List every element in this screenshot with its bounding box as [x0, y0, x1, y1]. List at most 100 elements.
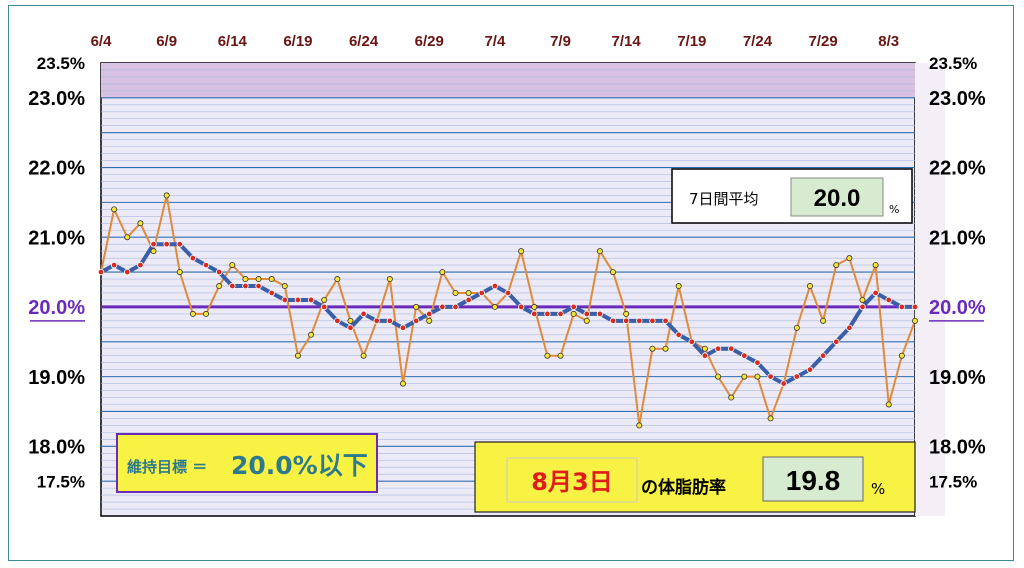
daily-point: [912, 317, 919, 324]
average-point: [583, 310, 590, 318]
average-point: [806, 366, 814, 373]
daily-point: [793, 324, 800, 331]
average-point: [360, 310, 367, 318]
today-unit: %: [871, 480, 885, 498]
average-point: [215, 268, 223, 276]
average-point: [557, 310, 564, 318]
average-point: [412, 317, 420, 325]
average-point: [347, 324, 354, 332]
average-point: [294, 296, 302, 304]
daily-point: [203, 310, 210, 317]
daily-point: [413, 303, 420, 310]
daily-point: [872, 262, 879, 269]
average-point: [229, 282, 236, 290]
average-point: [307, 296, 315, 304]
daily-point: [465, 289, 472, 296]
daily-point: [111, 206, 118, 213]
average-point: [110, 261, 118, 269]
daily-point: [518, 248, 525, 255]
daily-point: [898, 352, 905, 359]
daily-point: [596, 248, 603, 255]
daily-point: [833, 262, 840, 269]
goal-label: 維持目標 ＝: [127, 458, 207, 476]
daily-point: [426, 317, 433, 324]
average-point: [727, 345, 735, 352]
y-tick-label-left: 20.0%: [28, 297, 85, 319]
average-point: [97, 268, 105, 276]
average-point: [465, 296, 472, 304]
average-point: [124, 268, 131, 276]
average-point: [662, 317, 669, 325]
average-point: [898, 303, 906, 311]
daily-point: [255, 276, 262, 283]
average-point: [281, 296, 289, 304]
daily-point: [347, 317, 354, 324]
upper-band: [101, 63, 915, 98]
average-point: [504, 289, 512, 297]
y-tick-label-right: 18.0%: [929, 437, 986, 459]
average-point: [137, 261, 144, 269]
y-tick-label-right: 22.0%: [929, 158, 986, 180]
daily-point: [623, 310, 630, 317]
y-tick-label-right: 19.0%: [929, 367, 986, 389]
x-tick-label: 7/14: [612, 33, 642, 50]
y-tick-label-right: 21.0%: [929, 227, 986, 249]
average-point: [622, 317, 630, 325]
average-point: [767, 373, 774, 380]
daily-point: [767, 415, 774, 422]
average-point: [242, 282, 249, 290]
y-tick-label-left: 18.0%: [28, 437, 85, 459]
average-point: [570, 303, 577, 311]
average-point: [334, 317, 341, 325]
x-tick-label: 6/14: [218, 33, 248, 50]
chart-frame: 23.5% 23.5% 23.0% 23.0% 22.0% 22.0% 21.0% 21.0%…: [8, 5, 1014, 561]
y-tick-label-right: 23.5%: [929, 54, 977, 73]
average-point: [688, 338, 696, 345]
daily-point: [662, 345, 669, 352]
x-tick-label: 6/9: [156, 33, 177, 50]
x-tick-label: 7/24: [743, 33, 773, 50]
daily-point: [741, 373, 748, 380]
y-tick-label-left: 17.5%: [37, 472, 85, 491]
daily-point: [242, 276, 249, 283]
average-point: [596, 310, 604, 318]
daily-point: [321, 296, 328, 303]
x-tick-label: 6/19: [283, 33, 312, 50]
x-tick-label: 7/19: [677, 33, 706, 50]
average-point: [531, 310, 538, 318]
daily-point: [189, 310, 196, 317]
daily-point: [636, 422, 643, 429]
average-point: [793, 373, 801, 380]
daily-point: [715, 373, 722, 380]
daily-point: [216, 283, 223, 290]
daily-point: [544, 352, 551, 359]
daily-point: [570, 310, 577, 317]
average-point: [859, 303, 866, 311]
daily-point: [754, 373, 761, 380]
y-tick-label-right: 20.0%: [929, 297, 986, 319]
avg-value-box: [790, 177, 884, 217]
average-point: [255, 282, 262, 290]
avg-unit: %: [889, 203, 899, 216]
today-label: の体脂肪率: [641, 477, 726, 498]
average-point: [609, 317, 617, 325]
daily-point: [557, 352, 564, 359]
daily-point: [806, 283, 813, 290]
avg-value: 20.0: [814, 185, 861, 212]
average-point: [189, 254, 197, 262]
average-point: [176, 240, 183, 248]
daily-point: [701, 345, 708, 352]
goal-box: [116, 433, 378, 493]
x-tick-label: 6/4: [91, 33, 113, 50]
average-point: [426, 310, 433, 318]
average-point: [885, 296, 892, 304]
x-tick-label: 6/24: [349, 33, 379, 50]
daily-point: [820, 317, 827, 324]
average-point: [872, 289, 879, 297]
average-point: [386, 317, 394, 325]
average-point: [754, 359, 761, 366]
daily-point: [229, 262, 236, 269]
x-tick-label: 7/29: [808, 33, 837, 50]
average-point: [320, 303, 328, 311]
daily-point: [491, 303, 498, 310]
